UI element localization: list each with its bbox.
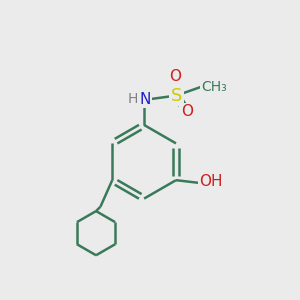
Text: N: N — [139, 92, 150, 107]
Text: S: S — [171, 86, 182, 104]
Text: H: H — [128, 92, 138, 106]
Text: O: O — [169, 69, 181, 84]
Text: O: O — [181, 104, 193, 119]
Text: OH: OH — [200, 174, 223, 189]
Text: CH₃: CH₃ — [201, 80, 227, 94]
